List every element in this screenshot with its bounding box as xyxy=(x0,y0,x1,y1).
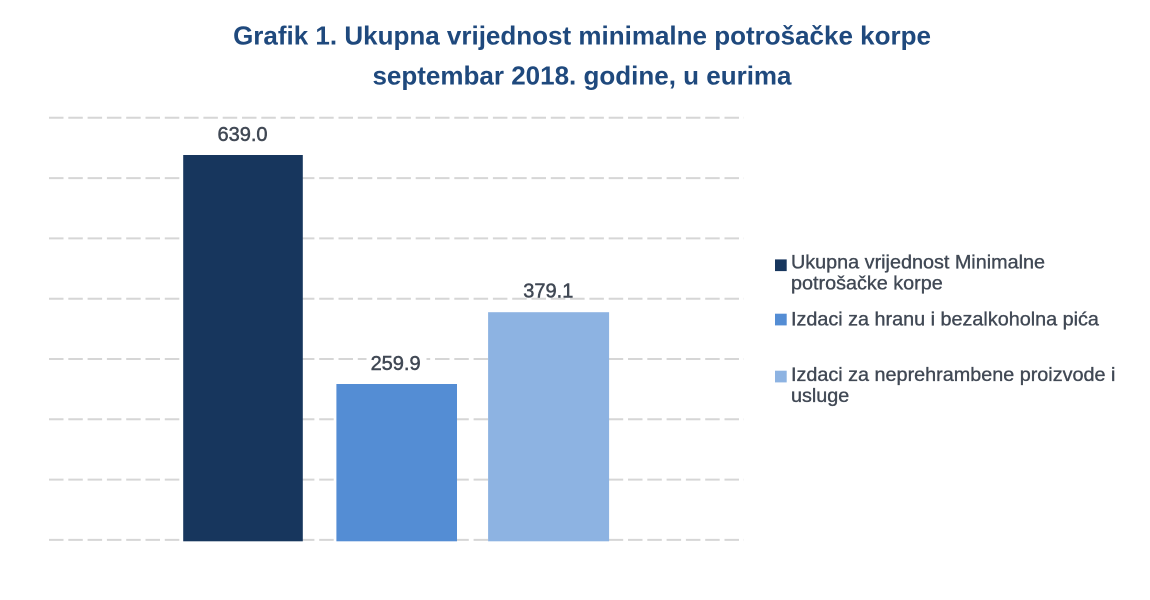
svg-text:usluge: usluge xyxy=(791,385,849,407)
svg-text:septembar 2018. godine, u euri: septembar 2018. godine, u eurima xyxy=(372,60,792,90)
svg-text:potrošačke korpe: potrošačke korpe xyxy=(791,273,943,295)
svg-text:Ukupna vrijednost Minimalne: Ukupna vrijednost Minimalne xyxy=(791,251,1045,273)
svg-text:259.9: 259.9 xyxy=(371,353,421,375)
svg-text:Izdaci za neprehrambene proizv: Izdaci za neprehrambene proizvode i xyxy=(791,364,1115,386)
svg-text:Izdaci za hranu i bezalkoholna: Izdaci za hranu i bezalkoholna pića xyxy=(791,308,1099,330)
svg-text:Grafik 1. Ukupna vrijednost mi: Grafik 1. Ukupna vrijednost minimalne po… xyxy=(233,21,931,51)
svg-text:379.1: 379.1 xyxy=(523,281,573,303)
svg-text:639.0: 639.0 xyxy=(217,124,267,146)
